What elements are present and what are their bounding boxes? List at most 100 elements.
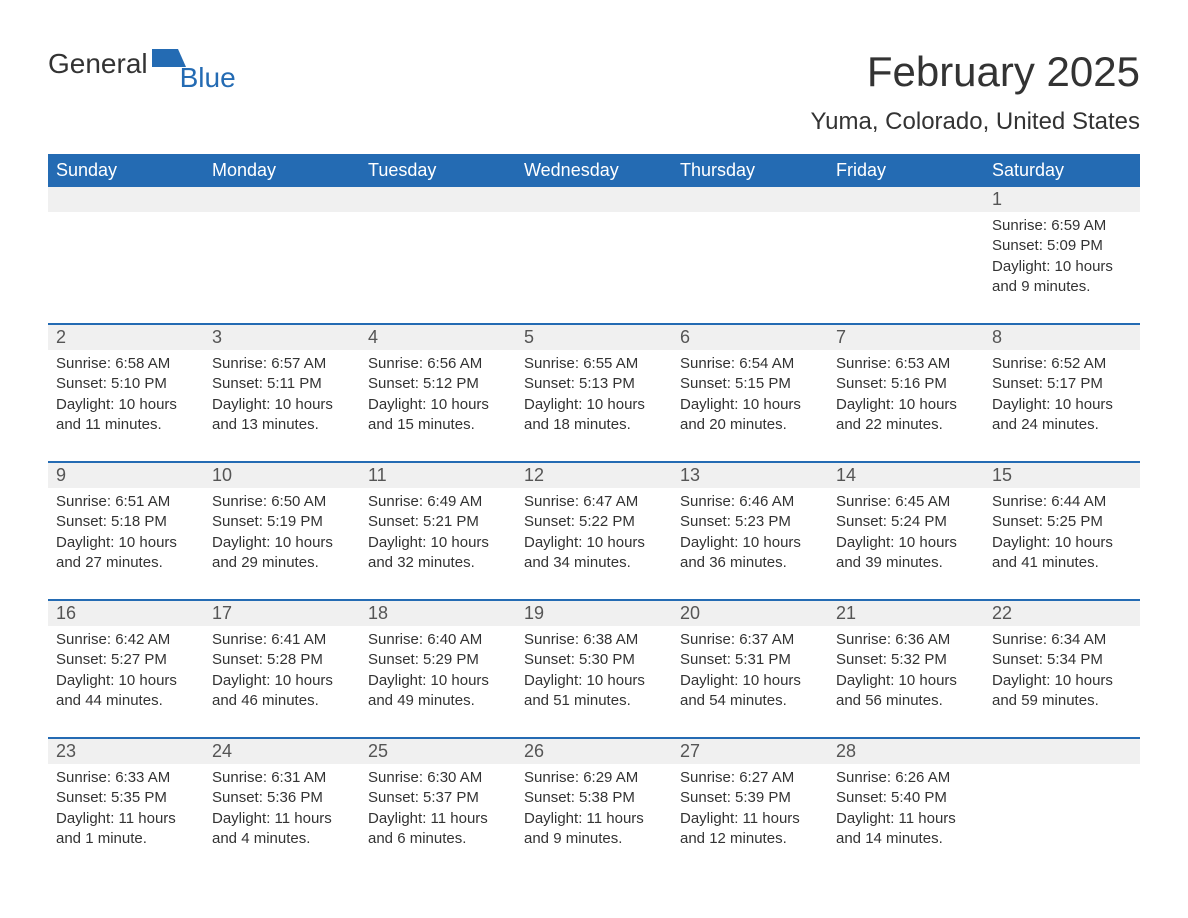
daylight-line: Daylight: 11 hours and 4 minutes. bbox=[212, 809, 352, 850]
sunrise-line: Sunrise: 6:58 AM bbox=[56, 354, 196, 374]
sunrise-line: Sunrise: 6:30 AM bbox=[368, 768, 508, 788]
day-body-row: Sunrise: 6:58 AMSunset: 5:10 PMDaylight:… bbox=[48, 350, 1140, 462]
day-cell: Sunrise: 6:33 AMSunset: 5:35 PMDaylight:… bbox=[48, 764, 204, 875]
sunset-line: Sunset: 5:38 PM bbox=[524, 788, 664, 808]
day-number: 14 bbox=[828, 463, 984, 488]
sunrise-line: Sunrise: 6:46 AM bbox=[680, 492, 820, 512]
sunset-line: Sunset: 5:29 PM bbox=[368, 650, 508, 670]
daylight-line: Daylight: 10 hours and 11 minutes. bbox=[56, 395, 196, 436]
daylight-line: Daylight: 10 hours and 29 minutes. bbox=[212, 533, 352, 574]
sunset-line: Sunset: 5:19 PM bbox=[212, 512, 352, 532]
day-header-row: Sunday Monday Tuesday Wednesday Thursday… bbox=[48, 154, 1140, 187]
dayhead-mon: Monday bbox=[204, 154, 360, 187]
sunset-line: Sunset: 5:24 PM bbox=[836, 512, 976, 532]
day-number: 7 bbox=[828, 325, 984, 350]
sunrise-line: Sunrise: 6:36 AM bbox=[836, 630, 976, 650]
daylight-line: Daylight: 11 hours and 12 minutes. bbox=[680, 809, 820, 850]
logo-text-general: General bbox=[48, 48, 148, 80]
day-cell: Sunrise: 6:42 AMSunset: 5:27 PMDaylight:… bbox=[48, 626, 204, 738]
sunrise-line: Sunrise: 6:31 AM bbox=[212, 768, 352, 788]
day-number: 6 bbox=[672, 325, 828, 350]
day-number: 4 bbox=[360, 325, 516, 350]
dayhead-sat: Saturday bbox=[984, 154, 1140, 187]
sunrise-line: Sunrise: 6:47 AM bbox=[524, 492, 664, 512]
daylight-line: Daylight: 10 hours and 56 minutes. bbox=[836, 671, 976, 712]
day-number: 18 bbox=[360, 601, 516, 626]
day-number bbox=[360, 187, 516, 212]
daylight-line: Daylight: 11 hours and 1 minute. bbox=[56, 809, 196, 850]
day-body-row: Sunrise: 6:33 AMSunset: 5:35 PMDaylight:… bbox=[48, 764, 1140, 875]
daylight-line: Daylight: 10 hours and 27 minutes. bbox=[56, 533, 196, 574]
calendar-body: 1Sunrise: 6:59 AMSunset: 5:09 PMDaylight… bbox=[48, 187, 1140, 875]
day-number: 27 bbox=[672, 739, 828, 764]
daylight-line: Daylight: 10 hours and 34 minutes. bbox=[524, 533, 664, 574]
day-number: 22 bbox=[984, 601, 1140, 626]
daylight-line: Daylight: 10 hours and 49 minutes. bbox=[368, 671, 508, 712]
sunset-line: Sunset: 5:27 PM bbox=[56, 650, 196, 670]
sunrise-line: Sunrise: 6:38 AM bbox=[524, 630, 664, 650]
sunrise-line: Sunrise: 6:56 AM bbox=[368, 354, 508, 374]
day-cell: Sunrise: 6:59 AMSunset: 5:09 PMDaylight:… bbox=[984, 212, 1140, 324]
day-number: 25 bbox=[360, 739, 516, 764]
sunset-line: Sunset: 5:37 PM bbox=[368, 788, 508, 808]
sunset-line: Sunset: 5:36 PM bbox=[212, 788, 352, 808]
day-body-row: Sunrise: 6:51 AMSunset: 5:18 PMDaylight:… bbox=[48, 488, 1140, 600]
sunset-line: Sunset: 5:15 PM bbox=[680, 374, 820, 394]
day-number-row: 2345678 bbox=[48, 325, 1140, 350]
sunset-line: Sunset: 5:34 PM bbox=[992, 650, 1132, 670]
day-body-row: Sunrise: 6:59 AMSunset: 5:09 PMDaylight:… bbox=[48, 212, 1140, 324]
sunrise-line: Sunrise: 6:41 AM bbox=[212, 630, 352, 650]
sunset-line: Sunset: 5:13 PM bbox=[524, 374, 664, 394]
sunset-line: Sunset: 5:32 PM bbox=[836, 650, 976, 670]
day-cell: Sunrise: 6:47 AMSunset: 5:22 PMDaylight:… bbox=[516, 488, 672, 600]
sunrise-line: Sunrise: 6:52 AM bbox=[992, 354, 1132, 374]
day-number: 10 bbox=[204, 463, 360, 488]
day-number: 20 bbox=[672, 601, 828, 626]
day-cell bbox=[516, 212, 672, 324]
daylight-line: Daylight: 10 hours and 44 minutes. bbox=[56, 671, 196, 712]
day-cell: Sunrise: 6:31 AMSunset: 5:36 PMDaylight:… bbox=[204, 764, 360, 875]
day-number-row: 16171819202122 bbox=[48, 601, 1140, 626]
header: General Blue February 2025 Yuma, Colorad… bbox=[48, 48, 1140, 136]
sunset-line: Sunset: 5:12 PM bbox=[368, 374, 508, 394]
sunrise-line: Sunrise: 6:51 AM bbox=[56, 492, 196, 512]
day-cell: Sunrise: 6:50 AMSunset: 5:19 PMDaylight:… bbox=[204, 488, 360, 600]
daylight-line: Daylight: 10 hours and 59 minutes. bbox=[992, 671, 1132, 712]
day-number bbox=[828, 187, 984, 212]
sunset-line: Sunset: 5:23 PM bbox=[680, 512, 820, 532]
sunrise-line: Sunrise: 6:49 AM bbox=[368, 492, 508, 512]
sunset-line: Sunset: 5:22 PM bbox=[524, 512, 664, 532]
daylight-line: Daylight: 10 hours and 18 minutes. bbox=[524, 395, 664, 436]
sunrise-line: Sunrise: 6:55 AM bbox=[524, 354, 664, 374]
day-cell: Sunrise: 6:56 AMSunset: 5:12 PMDaylight:… bbox=[360, 350, 516, 462]
sunrise-line: Sunrise: 6:34 AM bbox=[992, 630, 1132, 650]
day-cell: Sunrise: 6:44 AMSunset: 5:25 PMDaylight:… bbox=[984, 488, 1140, 600]
daylight-line: Daylight: 11 hours and 6 minutes. bbox=[368, 809, 508, 850]
dayhead-sun: Sunday bbox=[48, 154, 204, 187]
sunset-line: Sunset: 5:18 PM bbox=[56, 512, 196, 532]
sunset-line: Sunset: 5:25 PM bbox=[992, 512, 1132, 532]
day-cell: Sunrise: 6:45 AMSunset: 5:24 PMDaylight:… bbox=[828, 488, 984, 600]
day-number: 5 bbox=[516, 325, 672, 350]
daylight-line: Daylight: 10 hours and 9 minutes. bbox=[992, 257, 1132, 298]
sunrise-line: Sunrise: 6:27 AM bbox=[680, 768, 820, 788]
day-number bbox=[672, 187, 828, 212]
dayhead-fri: Friday bbox=[828, 154, 984, 187]
day-cell: Sunrise: 6:57 AMSunset: 5:11 PMDaylight:… bbox=[204, 350, 360, 462]
daylight-line: Daylight: 10 hours and 46 minutes. bbox=[212, 671, 352, 712]
day-cell: Sunrise: 6:52 AMSunset: 5:17 PMDaylight:… bbox=[984, 350, 1140, 462]
sunrise-line: Sunrise: 6:29 AM bbox=[524, 768, 664, 788]
day-number-row: 9101112131415 bbox=[48, 463, 1140, 488]
sunset-line: Sunset: 5:16 PM bbox=[836, 374, 976, 394]
day-cell: Sunrise: 6:46 AMSunset: 5:23 PMDaylight:… bbox=[672, 488, 828, 600]
day-number: 12 bbox=[516, 463, 672, 488]
day-cell: Sunrise: 6:55 AMSunset: 5:13 PMDaylight:… bbox=[516, 350, 672, 462]
day-cell: Sunrise: 6:38 AMSunset: 5:30 PMDaylight:… bbox=[516, 626, 672, 738]
day-cell: Sunrise: 6:40 AMSunset: 5:29 PMDaylight:… bbox=[360, 626, 516, 738]
day-cell: Sunrise: 6:34 AMSunset: 5:34 PMDaylight:… bbox=[984, 626, 1140, 738]
day-cell: Sunrise: 6:41 AMSunset: 5:28 PMDaylight:… bbox=[204, 626, 360, 738]
sunrise-line: Sunrise: 6:54 AM bbox=[680, 354, 820, 374]
daylight-line: Daylight: 10 hours and 13 minutes. bbox=[212, 395, 352, 436]
day-number bbox=[204, 187, 360, 212]
day-number: 15 bbox=[984, 463, 1140, 488]
